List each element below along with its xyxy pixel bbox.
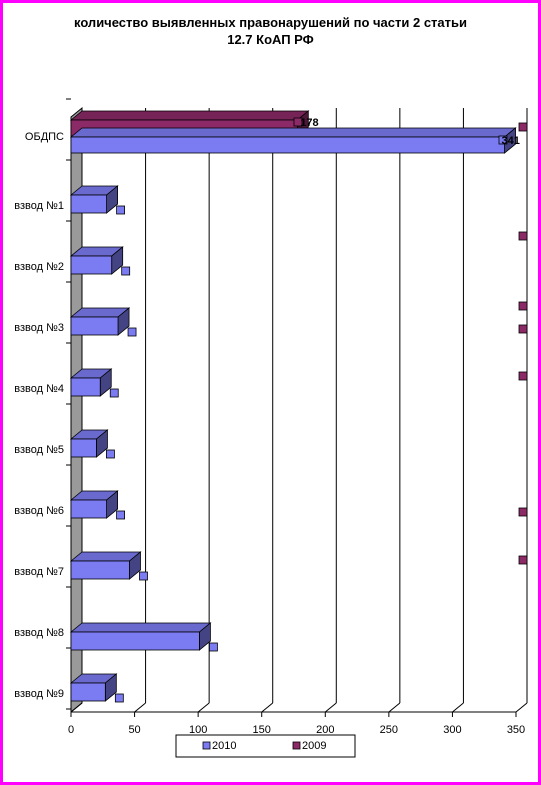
bar-2010-взвод-n9 bbox=[69, 673, 118, 702]
bar-2009-обдпс-top bbox=[69, 110, 310, 121]
data-label-2009-obdps: 178 bbox=[300, 117, 318, 129]
marker-2009-edge bbox=[518, 371, 528, 381]
bar-2010-взвод-n1 bbox=[69, 185, 119, 214]
category-label-взвод-n8: взвод №8 bbox=[14, 627, 64, 639]
x-tick-label: 50 bbox=[128, 724, 140, 736]
chart-markers bbox=[106, 117, 528, 703]
bar-2010-взвод-n8-front bbox=[70, 631, 200, 651]
floor-edge bbox=[70, 702, 83, 713]
category-label-взвод-n2: взвод №2 bbox=[14, 261, 64, 273]
category-label-обдпс: ОБДПС bbox=[25, 131, 64, 143]
chart-gridlines bbox=[70, 108, 528, 717]
bar-2010-взвод-n3 bbox=[69, 307, 131, 336]
legend-label-2009: 2009 bbox=[302, 740, 326, 752]
bar-2010-взвод-n7 bbox=[69, 551, 142, 580]
bar-2010-взвод-n7-front bbox=[70, 560, 130, 580]
gridline-floor bbox=[134, 702, 146, 713]
chart-title-line-2: 12.7 КоАП РФ bbox=[227, 32, 314, 47]
chart-title: количество выявленных правонарушений по … bbox=[0, 14, 541, 48]
chart-legend: 2010 2009 bbox=[175, 734, 356, 758]
bar-2010-обдпс-front bbox=[70, 136, 505, 154]
marker-2009-edge bbox=[518, 507, 528, 517]
marker-2009-edge bbox=[518, 122, 528, 132]
bar-2010-взвод-n6 bbox=[69, 490, 119, 519]
marker-2010-взвод-n5 bbox=[106, 449, 115, 459]
marker-2009-edge bbox=[518, 301, 528, 311]
gridline-floor bbox=[452, 702, 464, 713]
bar-2010-взвод-n5-front bbox=[70, 438, 97, 458]
gridline-floor bbox=[197, 702, 210, 713]
chart-labels: 0 50 100 150 200 250 300 350 ОБДПС 178 341 взвод №1… bbox=[14, 117, 525, 736]
data-label-2010-obdps: 341 bbox=[502, 135, 520, 147]
x-tick-label: 150 bbox=[253, 724, 271, 736]
bar-2010-взвод-n8 bbox=[69, 622, 212, 651]
bar-2010-взвод-n1-front bbox=[70, 194, 107, 214]
x-tick-label: 200 bbox=[316, 724, 334, 736]
chart-bars bbox=[69, 110, 517, 702]
bar-2010-взвод-n4-front bbox=[70, 377, 101, 397]
bar-2010-взвод-n4 bbox=[69, 368, 113, 397]
bar-2010-обдпс bbox=[69, 127, 517, 154]
marker-2009-edge bbox=[518, 555, 528, 565]
bar-2010-взвод-n6-front bbox=[70, 499, 107, 519]
gridline-floor bbox=[515, 702, 528, 713]
category-label-взвод-n9: взвод №9 bbox=[14, 688, 64, 700]
gridline-floor bbox=[261, 702, 274, 713]
bar-2010-взвод-n8-top bbox=[69, 622, 212, 633]
x-tick-label: 0 bbox=[68, 724, 74, 736]
bar-2010-взвод-n3-front bbox=[70, 316, 119, 336]
category-label-взвод-n6: взвод №6 bbox=[14, 505, 64, 517]
x-tick-label: 100 bbox=[189, 724, 207, 736]
category-label-взвод-n1: взвод №1 bbox=[14, 200, 64, 212]
legend-box bbox=[175, 734, 356, 758]
marker-2010-взвод-n7 bbox=[139, 571, 148, 581]
marker-2010-взвод-n2 bbox=[121, 266, 131, 276]
marker-2009-edge bbox=[518, 231, 528, 241]
legend-label-2010: 2010 bbox=[212, 740, 236, 752]
bar-2010-взвод-n7-top bbox=[69, 551, 142, 562]
gridline-floor bbox=[388, 702, 401, 713]
marker-2010-взвод-n9 bbox=[114, 693, 124, 703]
chart-walls bbox=[66, 98, 516, 714]
category-label-взвод-n4: взвод №4 bbox=[14, 383, 64, 395]
marker-2010-обдпс bbox=[498, 135, 508, 145]
marker-2009-обдпс bbox=[293, 117, 303, 127]
bar-2010-взвод-n9-front bbox=[70, 682, 106, 702]
marker-2010-взвод-n8 bbox=[209, 642, 218, 652]
bar-2010-взвод-n5 bbox=[69, 429, 109, 458]
x-tick-label: 350 bbox=[507, 724, 525, 736]
marker-2010-взвод-n3 bbox=[127, 327, 137, 337]
marker-2010-взвод-n4 bbox=[109, 388, 119, 398]
legend-swatch-2009 bbox=[292, 741, 301, 750]
x-tick-label: 300 bbox=[443, 724, 461, 736]
marker-2010-взвод-n6 bbox=[116, 510, 125, 520]
chart-title-line-1: количество выявленных правонарушений по … bbox=[73, 15, 468, 30]
marker-2010-взвод-n1 bbox=[116, 205, 125, 215]
x-tick-label: 250 bbox=[380, 724, 398, 736]
marker-2009-edge bbox=[518, 324, 528, 334]
category-label-взвод-n7: взвод №7 bbox=[14, 566, 64, 578]
category-label-взвод-n3: взвод №3 bbox=[14, 322, 64, 334]
bar-2010-обдпс-top bbox=[69, 127, 517, 138]
category-label-взвод-n5: взвод №5 bbox=[14, 444, 64, 456]
gridline-floor bbox=[324, 702, 337, 713]
bar-2010-взвод-n2-front bbox=[70, 255, 113, 275]
legend-swatch-2010 bbox=[202, 741, 211, 750]
bar-2010-взвод-n2 bbox=[69, 246, 124, 275]
